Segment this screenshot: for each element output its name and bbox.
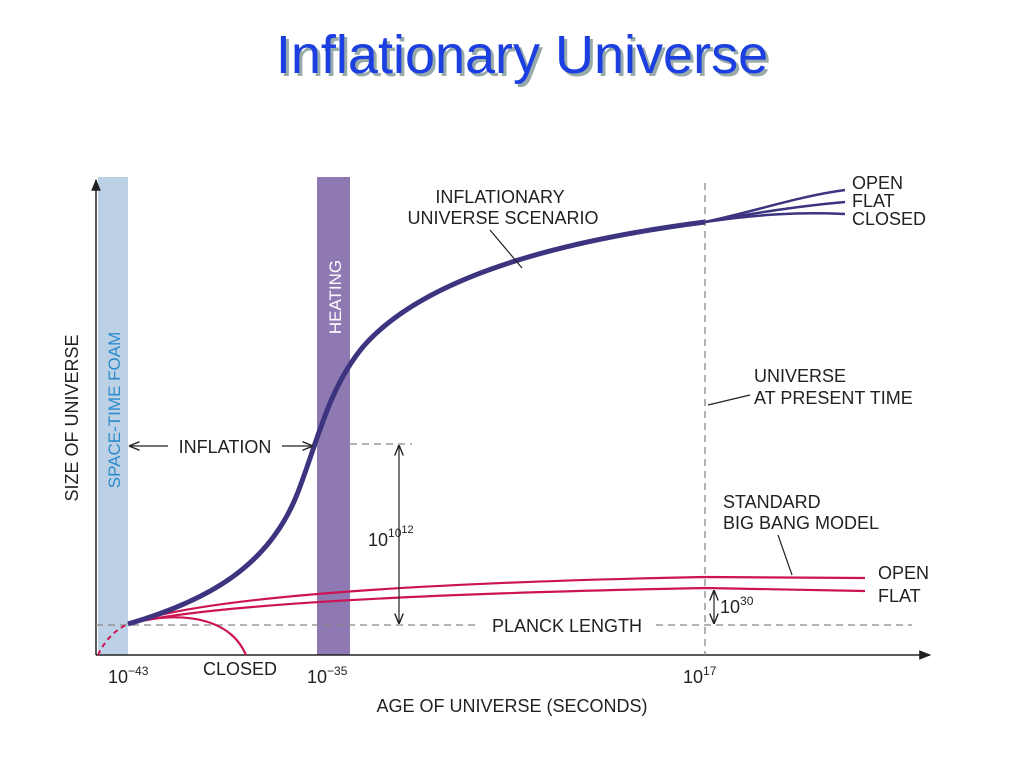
heating-label: HEATING (326, 260, 345, 334)
heating-band (317, 177, 350, 655)
svg-text:10−35: 10−35 (307, 664, 348, 687)
scenario-label: UNIVERSE SCENARIO (407, 208, 598, 228)
growth-inflation: 101012 (368, 524, 414, 550)
foam-band (98, 177, 128, 655)
closed-dash (97, 623, 129, 656)
foam-label: SPACE-TIME FOAM (105, 332, 124, 488)
title-shadow: Inflationary Universe (279, 28, 771, 88)
standard-label: BIG BANG MODEL (723, 513, 879, 533)
inflationary-curve (127, 188, 846, 627)
scenario-label: INFLATIONARY (435, 187, 564, 207)
y-axis-label: SIZE OF UNIVERSE (62, 334, 82, 501)
title: Inflationary Universe (276, 25, 768, 85)
svg-text:1017: 1017 (683, 664, 717, 687)
svg-text:10−43: 10−43 (108, 664, 149, 687)
guides (96, 183, 912, 655)
planck-label: PLANCK LENGTH (492, 616, 642, 636)
ending-label: CLOSED (852, 209, 926, 229)
ending-label: OPEN (852, 173, 903, 193)
ending-label: FLAT (878, 586, 921, 606)
x-axis-label: AGE OF UNIVERSE (SECONDS) (376, 696, 647, 716)
present-label: UNIVERSE (754, 366, 846, 386)
pointers (130, 229, 793, 623)
x-tick-labels: 10−43 10−35 1017 (108, 664, 717, 687)
standard-label: STANDARD (723, 492, 821, 512)
present-label: AT PRESENT TIME (754, 388, 913, 408)
growth-standard: 1030 (720, 594, 754, 617)
inflation-label: INFLATION (179, 437, 272, 457)
ending-label: FLAT (852, 191, 895, 211)
closed-label: CLOSED (203, 659, 277, 679)
ending-label: OPEN (878, 563, 929, 583)
